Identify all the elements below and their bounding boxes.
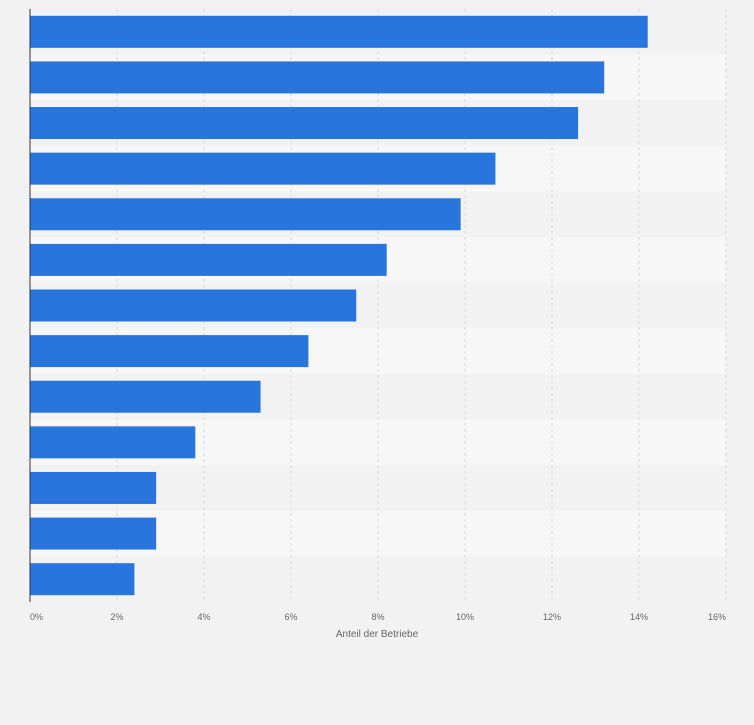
bar[interactable]: [30, 471, 157, 504]
x-axis-label: Anteil der Betriebe: [336, 629, 419, 640]
x-tick-label: 8%: [371, 612, 384, 622]
bar[interactable]: [30, 152, 496, 185]
bar[interactable]: [30, 426, 196, 459]
bar[interactable]: [30, 517, 157, 550]
bar[interactable]: [30, 380, 261, 413]
x-tick-label: 10%: [456, 612, 474, 622]
bar[interactable]: [30, 61, 605, 94]
bar[interactable]: [30, 15, 648, 48]
bar[interactable]: [30, 107, 579, 140]
bar[interactable]: [30, 243, 387, 276]
x-tick-label: 16%: [708, 612, 726, 622]
x-tick-label: 0%: [30, 612, 43, 622]
x-tick-labels: 0% 2% 4% 6% 8% 10% 12% 14% 16%: [30, 612, 726, 622]
bar-series: [30, 15, 648, 596]
x-tick-label: 14%: [630, 612, 648, 622]
x-tick-label: 2%: [110, 612, 123, 622]
bar[interactable]: [30, 198, 461, 231]
bar[interactable]: [30, 289, 357, 322]
bar[interactable]: [30, 563, 135, 596]
x-tick-label: 4%: [197, 612, 210, 622]
bar[interactable]: [30, 335, 309, 368]
x-tick-label: 12%: [543, 612, 561, 622]
x-tick-label: 6%: [284, 612, 297, 622]
